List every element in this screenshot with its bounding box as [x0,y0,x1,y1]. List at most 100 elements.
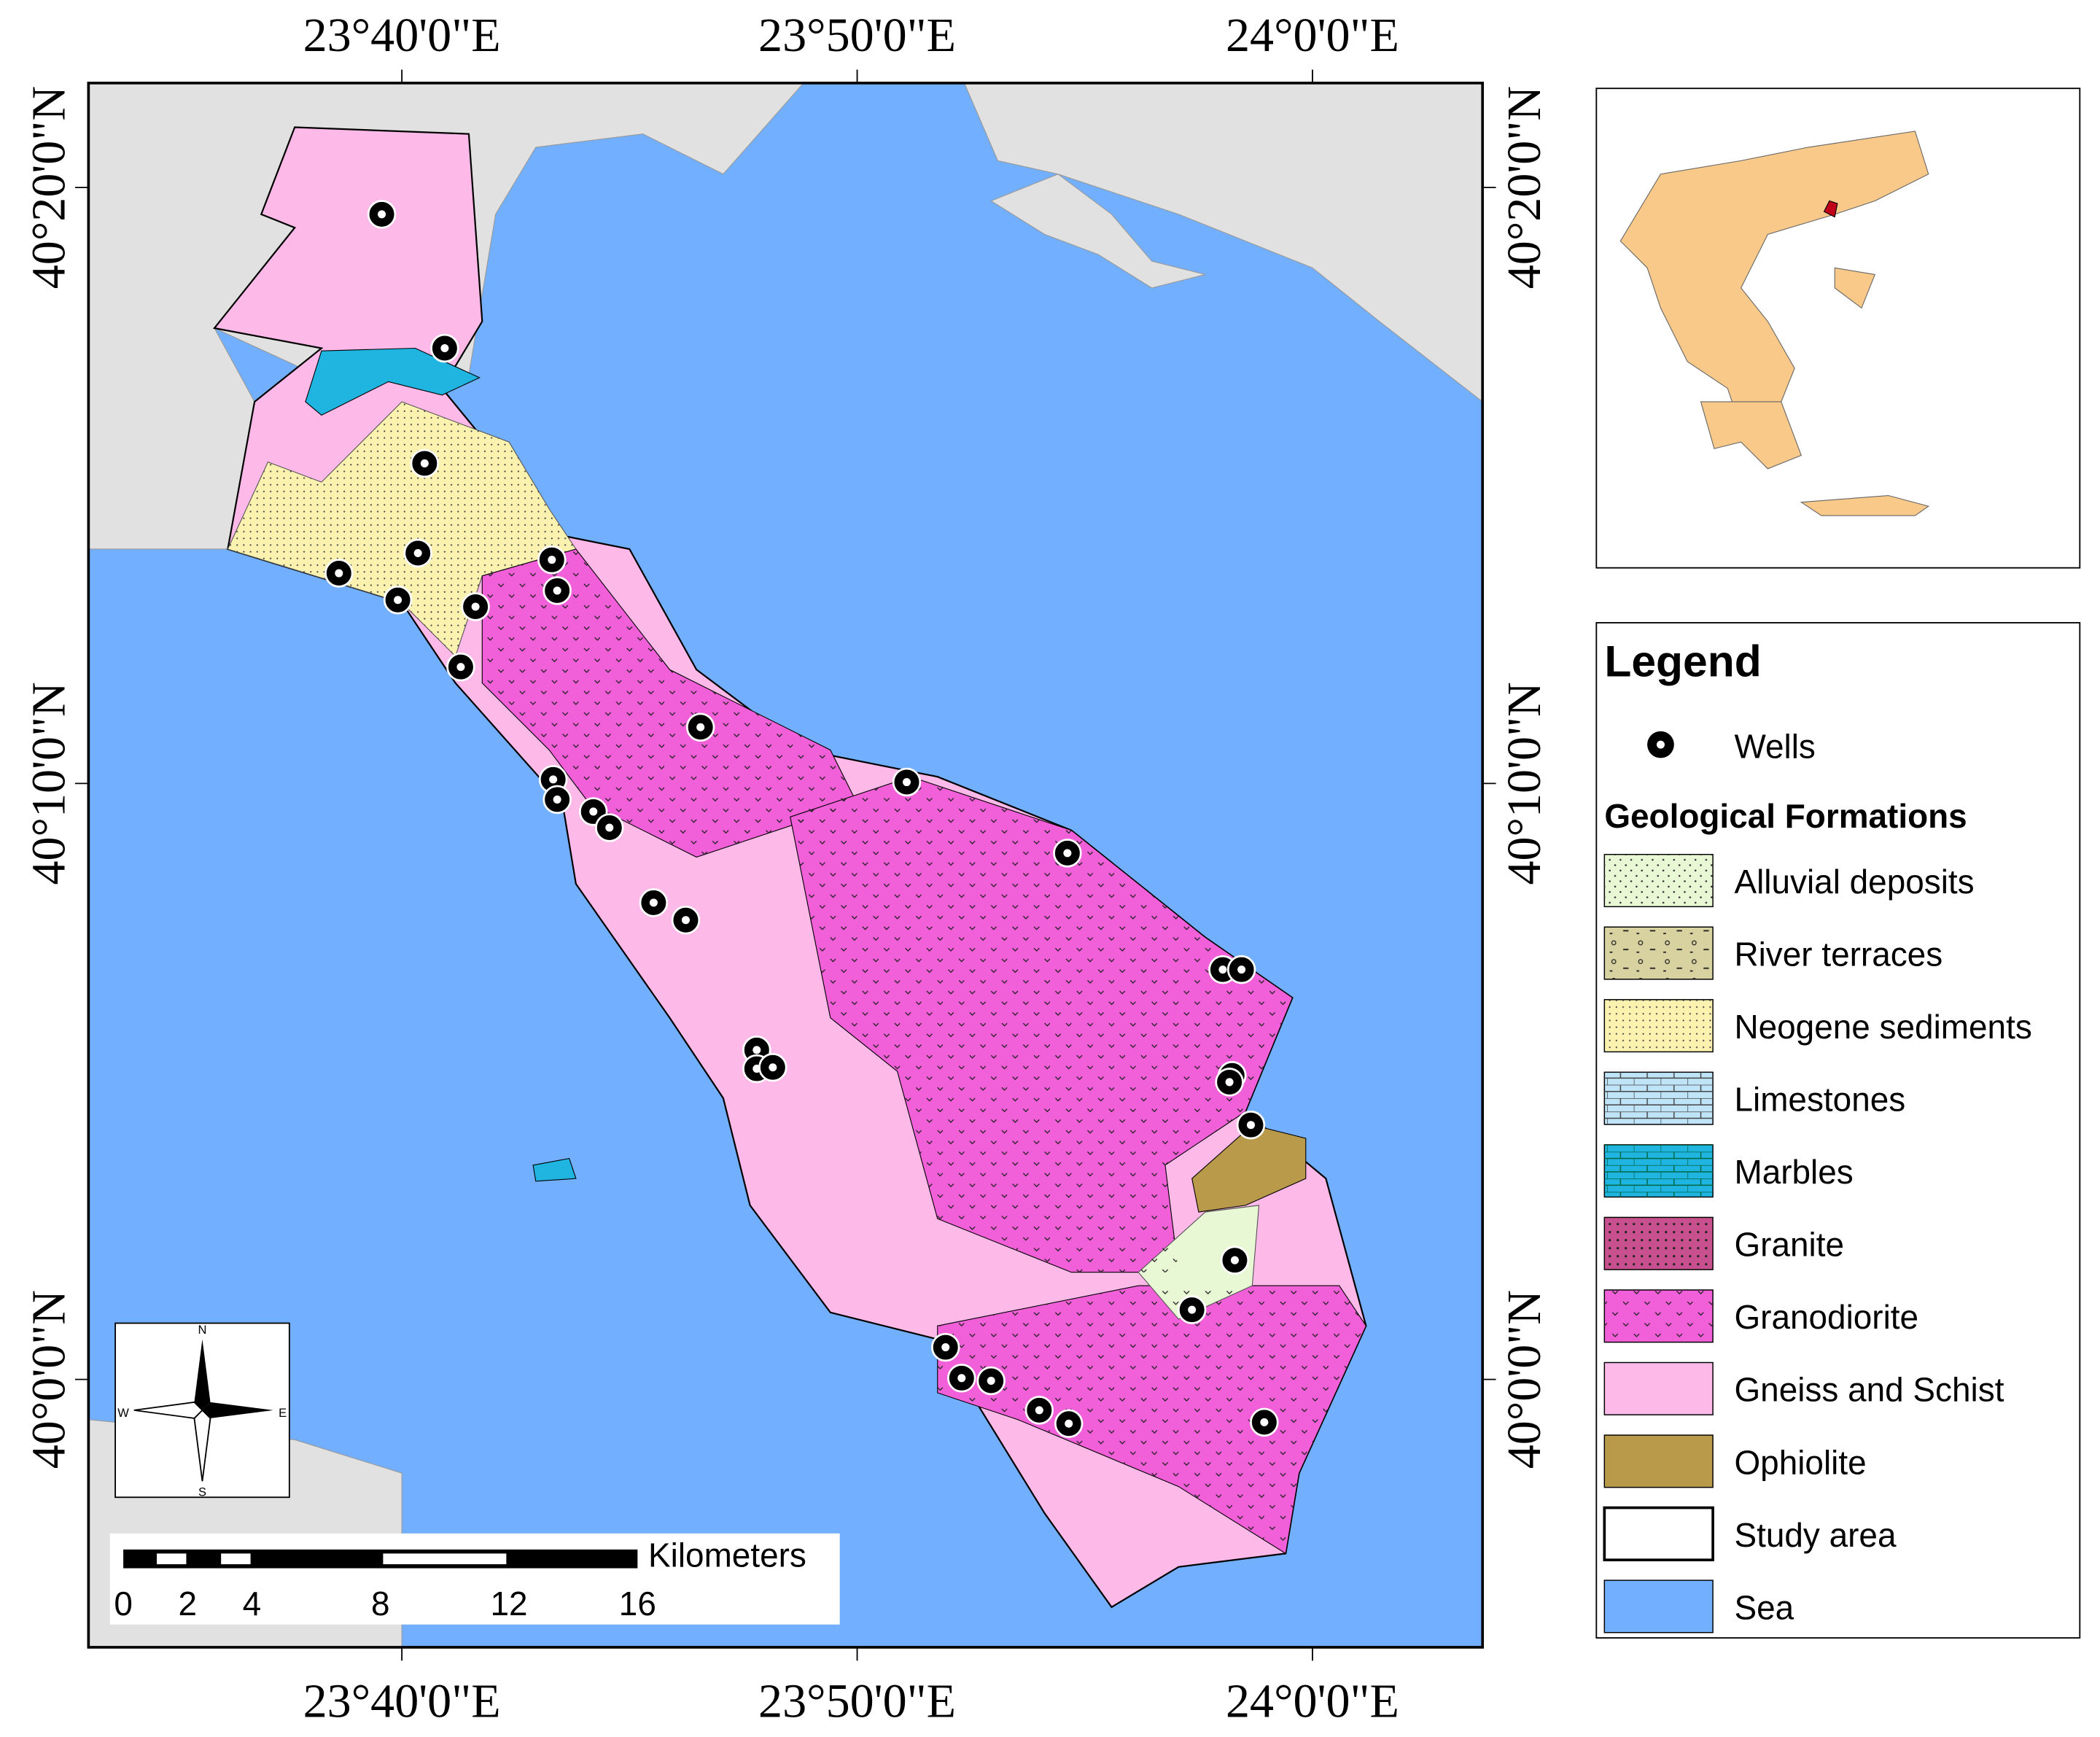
scale-box [109,1533,840,1625]
evia [1834,267,1876,309]
well-center [456,663,465,672]
lon-label: 23°40'0"E [303,1674,501,1728]
well-center [769,1063,777,1072]
well-center [1063,849,1072,858]
pattern [482,548,858,858]
well-center [1260,1418,1269,1426]
well-center [941,1343,950,1352]
study-area-inset [1823,200,1838,218]
sithonia [989,174,1206,289]
legend-label: Sea [1734,1588,1794,1626]
pattern [228,401,576,656]
legend-label: Alluvial deposits [1734,863,1974,901]
lat-label: 40°20'0"N [22,86,75,289]
legend-label: Marbles [1734,1153,1853,1191]
well-center [649,898,658,907]
legend-title: Legend [1604,636,1761,685]
peloponnese [1700,401,1802,470]
well-center [987,1376,995,1385]
lat-label: 40°0'0"N [22,1290,75,1469]
well-center [471,602,480,611]
scale-segment [157,1553,187,1565]
well-center [1246,1121,1255,1130]
scale-label: 8 [371,1585,390,1623]
compass-w: W [117,1406,129,1420]
well-center [957,1374,966,1383]
scale-bar: Kilometers 0 2 4 8 12 16 [109,1533,840,1625]
compass-arrow [202,1402,273,1418]
legend-label: Neogene sediments [1734,1008,2031,1046]
legend-pattern [1604,1144,1714,1197]
well-symbol [1656,740,1665,749]
well-center [902,778,911,787]
well-center [440,343,449,353]
lat-label: 40°10'0"N [1498,682,1551,885]
island [532,1157,577,1182]
lon-label: 24°0'0"E [1226,9,1399,62]
well-center [420,459,429,467]
well-center [1237,965,1246,974]
well-center [1230,1256,1239,1264]
lat-label: 40°0'0"N [1498,1290,1551,1469]
legend-label: Gneiss and Schist [1734,1371,2004,1409]
well-center [553,586,561,595]
scale-label: 12 [491,1585,528,1623]
legend-pattern [1604,927,1714,979]
well-center [589,807,598,816]
compass-arrow [194,1339,211,1410]
lat-label: 40°10'0"N [22,682,75,885]
compass: N W E S [114,1322,290,1499]
legend-pattern [1604,999,1714,1052]
scale-segment [383,1553,507,1565]
legend-wells: Wells [1734,727,1815,765]
legend-pattern [1604,1072,1714,1124]
lat-label: 40°20'0"N [1498,86,1551,289]
legend-section: Geological Formations [1604,797,1967,835]
well-center [696,723,705,731]
lon-label: 23°50'0"E [758,1674,956,1728]
scale-label: 16 [619,1585,656,1623]
legend-swatch [1603,1361,1714,1415]
well-center [1188,1305,1197,1314]
scale-segment [123,1549,638,1569]
legend-label: River terraces [1734,936,1942,974]
inset-greece [1619,131,1930,516]
scale-label: 2 [178,1585,197,1623]
well-center [681,916,690,925]
greece-mainland [1619,131,1929,430]
scale-segment [221,1553,251,1565]
well-center [413,548,422,558]
compass-e: E [279,1406,287,1420]
lon-label: 23°40'0"E [303,9,501,62]
well-center [605,823,614,832]
legend-label: Ophiolite [1734,1443,1866,1481]
scale-label: 4 [243,1585,262,1623]
crete [1800,494,1930,516]
legend-swatch [1603,1506,1714,1562]
legend-swatch [1603,1434,1714,1488]
lon-label: 24°0'0"E [1226,1674,1399,1728]
legend-pattern [1604,1217,1714,1270]
compass-n: N [198,1323,206,1337]
scale-label: 0 [114,1585,133,1623]
pattern [937,1286,1366,1554]
legend-label: Study area [1734,1516,1896,1554]
legend-pattern [1604,1289,1714,1342]
legend-label: Limestones [1734,1081,1905,1119]
legend-swatch [1603,1579,1714,1633]
well-center [752,1046,761,1054]
well-center [335,569,343,578]
map-frame [87,82,1485,1649]
well-center [378,210,386,219]
map-area: N W E S Kilometers 0 2 4 8 12 16 [87,82,1485,1649]
marbles [305,347,481,416]
legend-label: Granodiorite [1734,1298,1918,1336]
lon-label: 23°50'0"E [758,9,956,62]
well-center [1218,965,1227,974]
compass-s: S [198,1485,206,1499]
legend-label: Granite [1734,1226,1844,1264]
well-center [548,556,556,564]
well-center [1225,1078,1234,1087]
well-center [394,596,402,605]
